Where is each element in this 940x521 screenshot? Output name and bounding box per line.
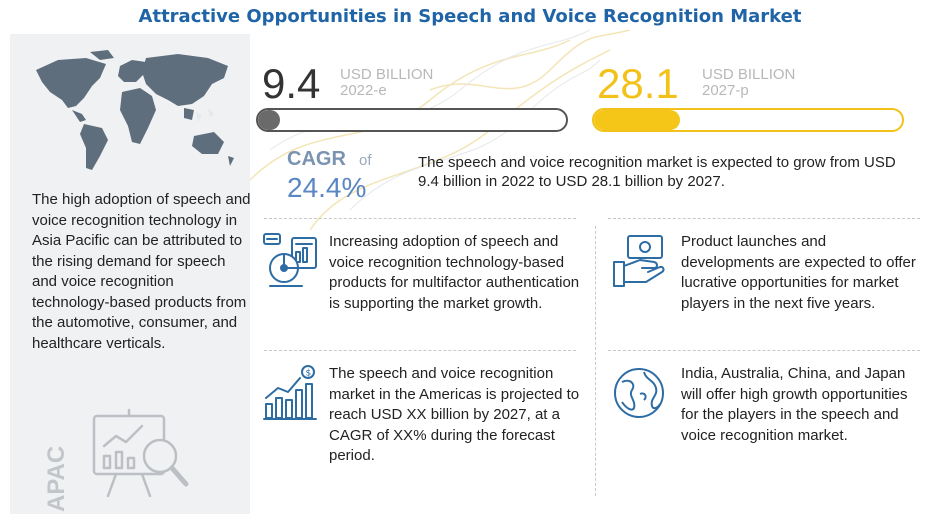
svg-text:$: $ [306,369,312,379]
left-panel: The high adoption of speech and voice re… [10,34,251,514]
left-panel-description: The high adoption of speech and voice re… [32,191,251,352]
market-value-2022: 9.4 [262,60,321,107]
apac-region-label: APAC [43,446,70,512]
cagr-label: CAGR [287,148,346,170]
market-value-2027: 28.1 [597,60,679,107]
divider [595,226,596,496]
year-label: 2027-p [702,82,749,99]
unit-label: USD BILLION [702,66,796,83]
apac-label: APAC [43,446,70,512]
divider [608,350,920,351]
divider [264,218,576,219]
insight-product-launch-text: Product launches and developments are ex… [681,233,916,312]
analytics-board-icon [92,408,189,498]
market-summary: The speech and voice recognition market … [418,154,896,190]
progress-fill-2027 [594,110,681,130]
market-value-2022-unit: USD BILLION 2022-e [340,67,433,99]
growth-bar-chart-icon: $ [263,365,317,420]
insight-americas-text: The speech and voice recognition market … [329,365,580,464]
progress-bar-2022 [256,108,568,132]
progress-bar-2027 [592,108,904,132]
world-map-icon [36,50,234,170]
page-title: Attractive Opportunities in Speech and V… [138,6,802,27]
divider [608,218,920,219]
unit-label: USD BILLION [340,66,434,83]
globe-icon [614,368,664,418]
market-value-2027-unit: USD BILLION 2027-p [702,67,795,99]
year-label: 2022-e [340,82,387,99]
cagr-value: 24.4% [287,172,367,203]
divider [264,350,576,351]
product-launch-icon [613,235,665,287]
cagr-of-label: of [359,152,372,169]
insight-authentication-text: Increasing adoption of speech and voice … [329,233,580,312]
authentication-chart-icon [263,233,317,287]
insight-asia-text: India, Australia, China, and Japan will … [681,365,908,444]
progress-fill-2022 [258,110,280,130]
